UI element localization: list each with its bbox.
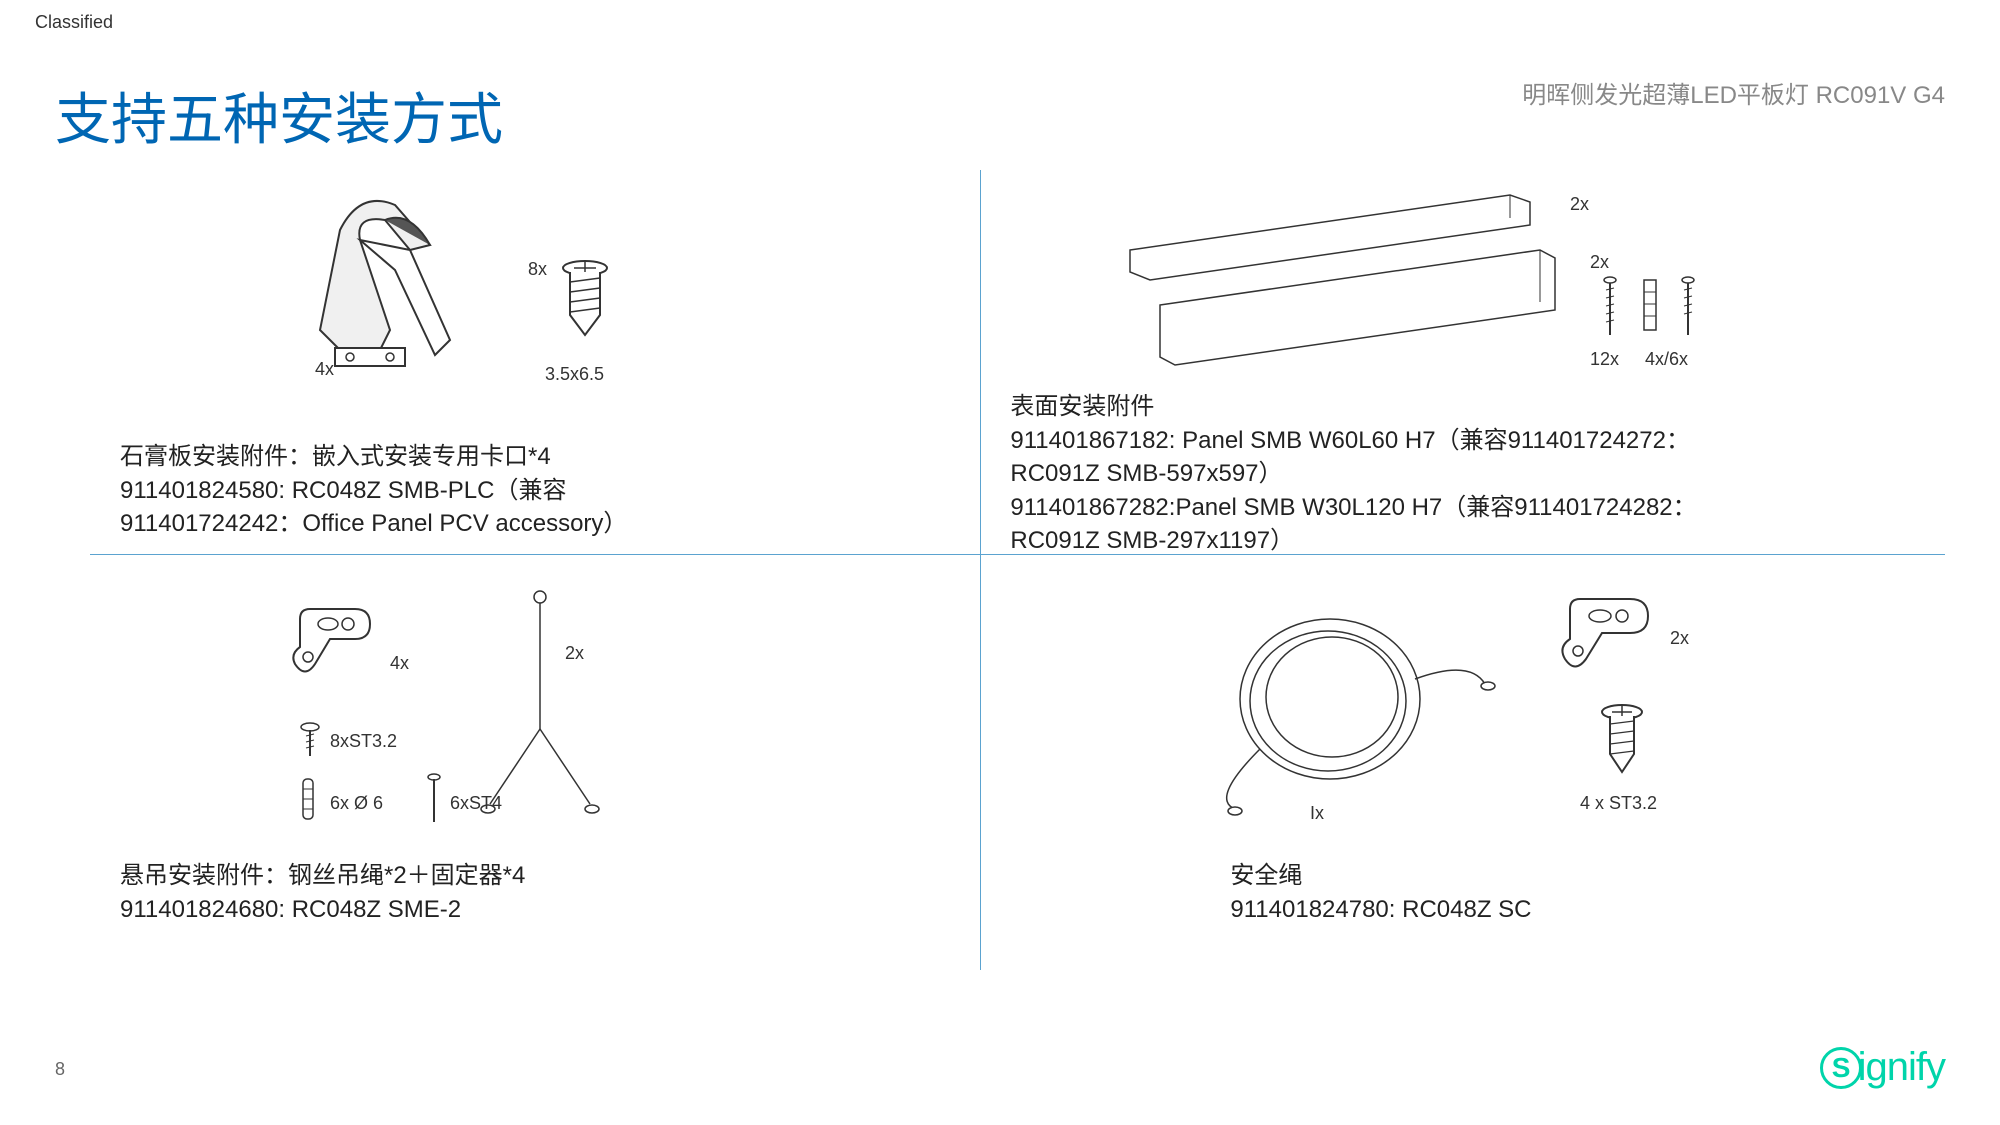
q2-line3: RC091Z SMB-597x597）	[1010, 457, 1915, 491]
q4-line1: 安全绳	[1230, 859, 1915, 893]
q1-line3: 911401724242：Office Panel PCV accessory）	[120, 507, 950, 541]
q1-line1: 石膏板安装附件：嵌入式安装专用卡口*4	[120, 440, 950, 474]
q3-bracket-qty: 4x	[390, 653, 409, 673]
q1-line2: 911401824580: RC048Z SMB-PLC（兼容	[120, 474, 950, 508]
q2-line2: 911401867182: Panel SMB W60L60 H7（兼容9114…	[1010, 424, 1915, 458]
q3-line1: 悬吊安装附件：钢丝吊绳*2＋固定器*4	[120, 859, 950, 893]
quadrant-safety-cable: Ix 2x	[980, 554, 1945, 970]
q2-anchor-qty: 4x/6x	[1645, 349, 1688, 369]
q4-cable-qty: Ix	[1310, 803, 1324, 823]
product-label: 明晖侧发光超薄LED平板灯 RC091V G4	[1522, 75, 1945, 110]
quadrant-surface-mount: 2x 2x 12x 4x/6x	[980, 170, 1945, 554]
q3-wire-qty: 2x	[565, 643, 584, 663]
q4-bracket-qty: 2x	[1670, 628, 1689, 648]
signify-logo: Signify	[1820, 1043, 1945, 1090]
quadrant-gypsum-board: 4x 8x 3.5x6.5 石膏板安装附件：嵌入式安装专用卡口*4 911401	[90, 170, 980, 554]
q3-line2: 911401824680: RC048Z SME-2	[120, 893, 950, 927]
suspension-illustration: 4x 2x 8xST3.2	[120, 569, 720, 849]
clip-qty-label: 4x	[315, 359, 334, 379]
q4-line2: 911401824780: RC048Z SC	[1230, 893, 1915, 927]
q2-line1: 表面安装附件	[1010, 390, 1915, 424]
page-title: 支持五种安装方式	[55, 75, 503, 156]
quadrant-suspension: 4x 2x 8xST3.2	[90, 554, 980, 970]
clip-screw-illustration: 4x 8x 3.5x6.5	[120, 180, 720, 430]
q2-screw-qty: 12x	[1590, 349, 1619, 369]
screw-size-label: 3.5x6.5	[545, 364, 604, 384]
safety-cable-illustration: Ix 2x	[1010, 569, 1830, 849]
q3-screw1: 8xST3.2	[330, 731, 397, 751]
q2-line5: RC091Z SMB-297x1197）	[1010, 524, 1915, 558]
rail1-qty: 2x	[1570, 194, 1589, 214]
q4-screw: 4 x ST3.2	[1580, 793, 1657, 813]
classified-label: Classified	[35, 12, 113, 33]
q3-screw2: 6xST4	[450, 793, 502, 813]
rail2-qty: 2x	[1590, 252, 1609, 272]
q3-anchor: 6x Ø 6	[330, 793, 383, 813]
logo-s-icon: S	[1820, 1047, 1862, 1089]
screw-qty-label: 8x	[528, 259, 547, 279]
content-grid: 4x 8x 3.5x6.5 石膏板安装附件：嵌入式安装专用卡口*4 911401	[90, 170, 1945, 970]
logo-text: ignify	[1858, 1045, 1945, 1089]
page-number: 8	[55, 1059, 65, 1080]
q2-line4: 911401867282:Panel SMB W30L120 H7（兼容9114…	[1010, 491, 1915, 525]
rail-illustration: 2x 2x 12x 4x/6x	[1010, 180, 1830, 380]
